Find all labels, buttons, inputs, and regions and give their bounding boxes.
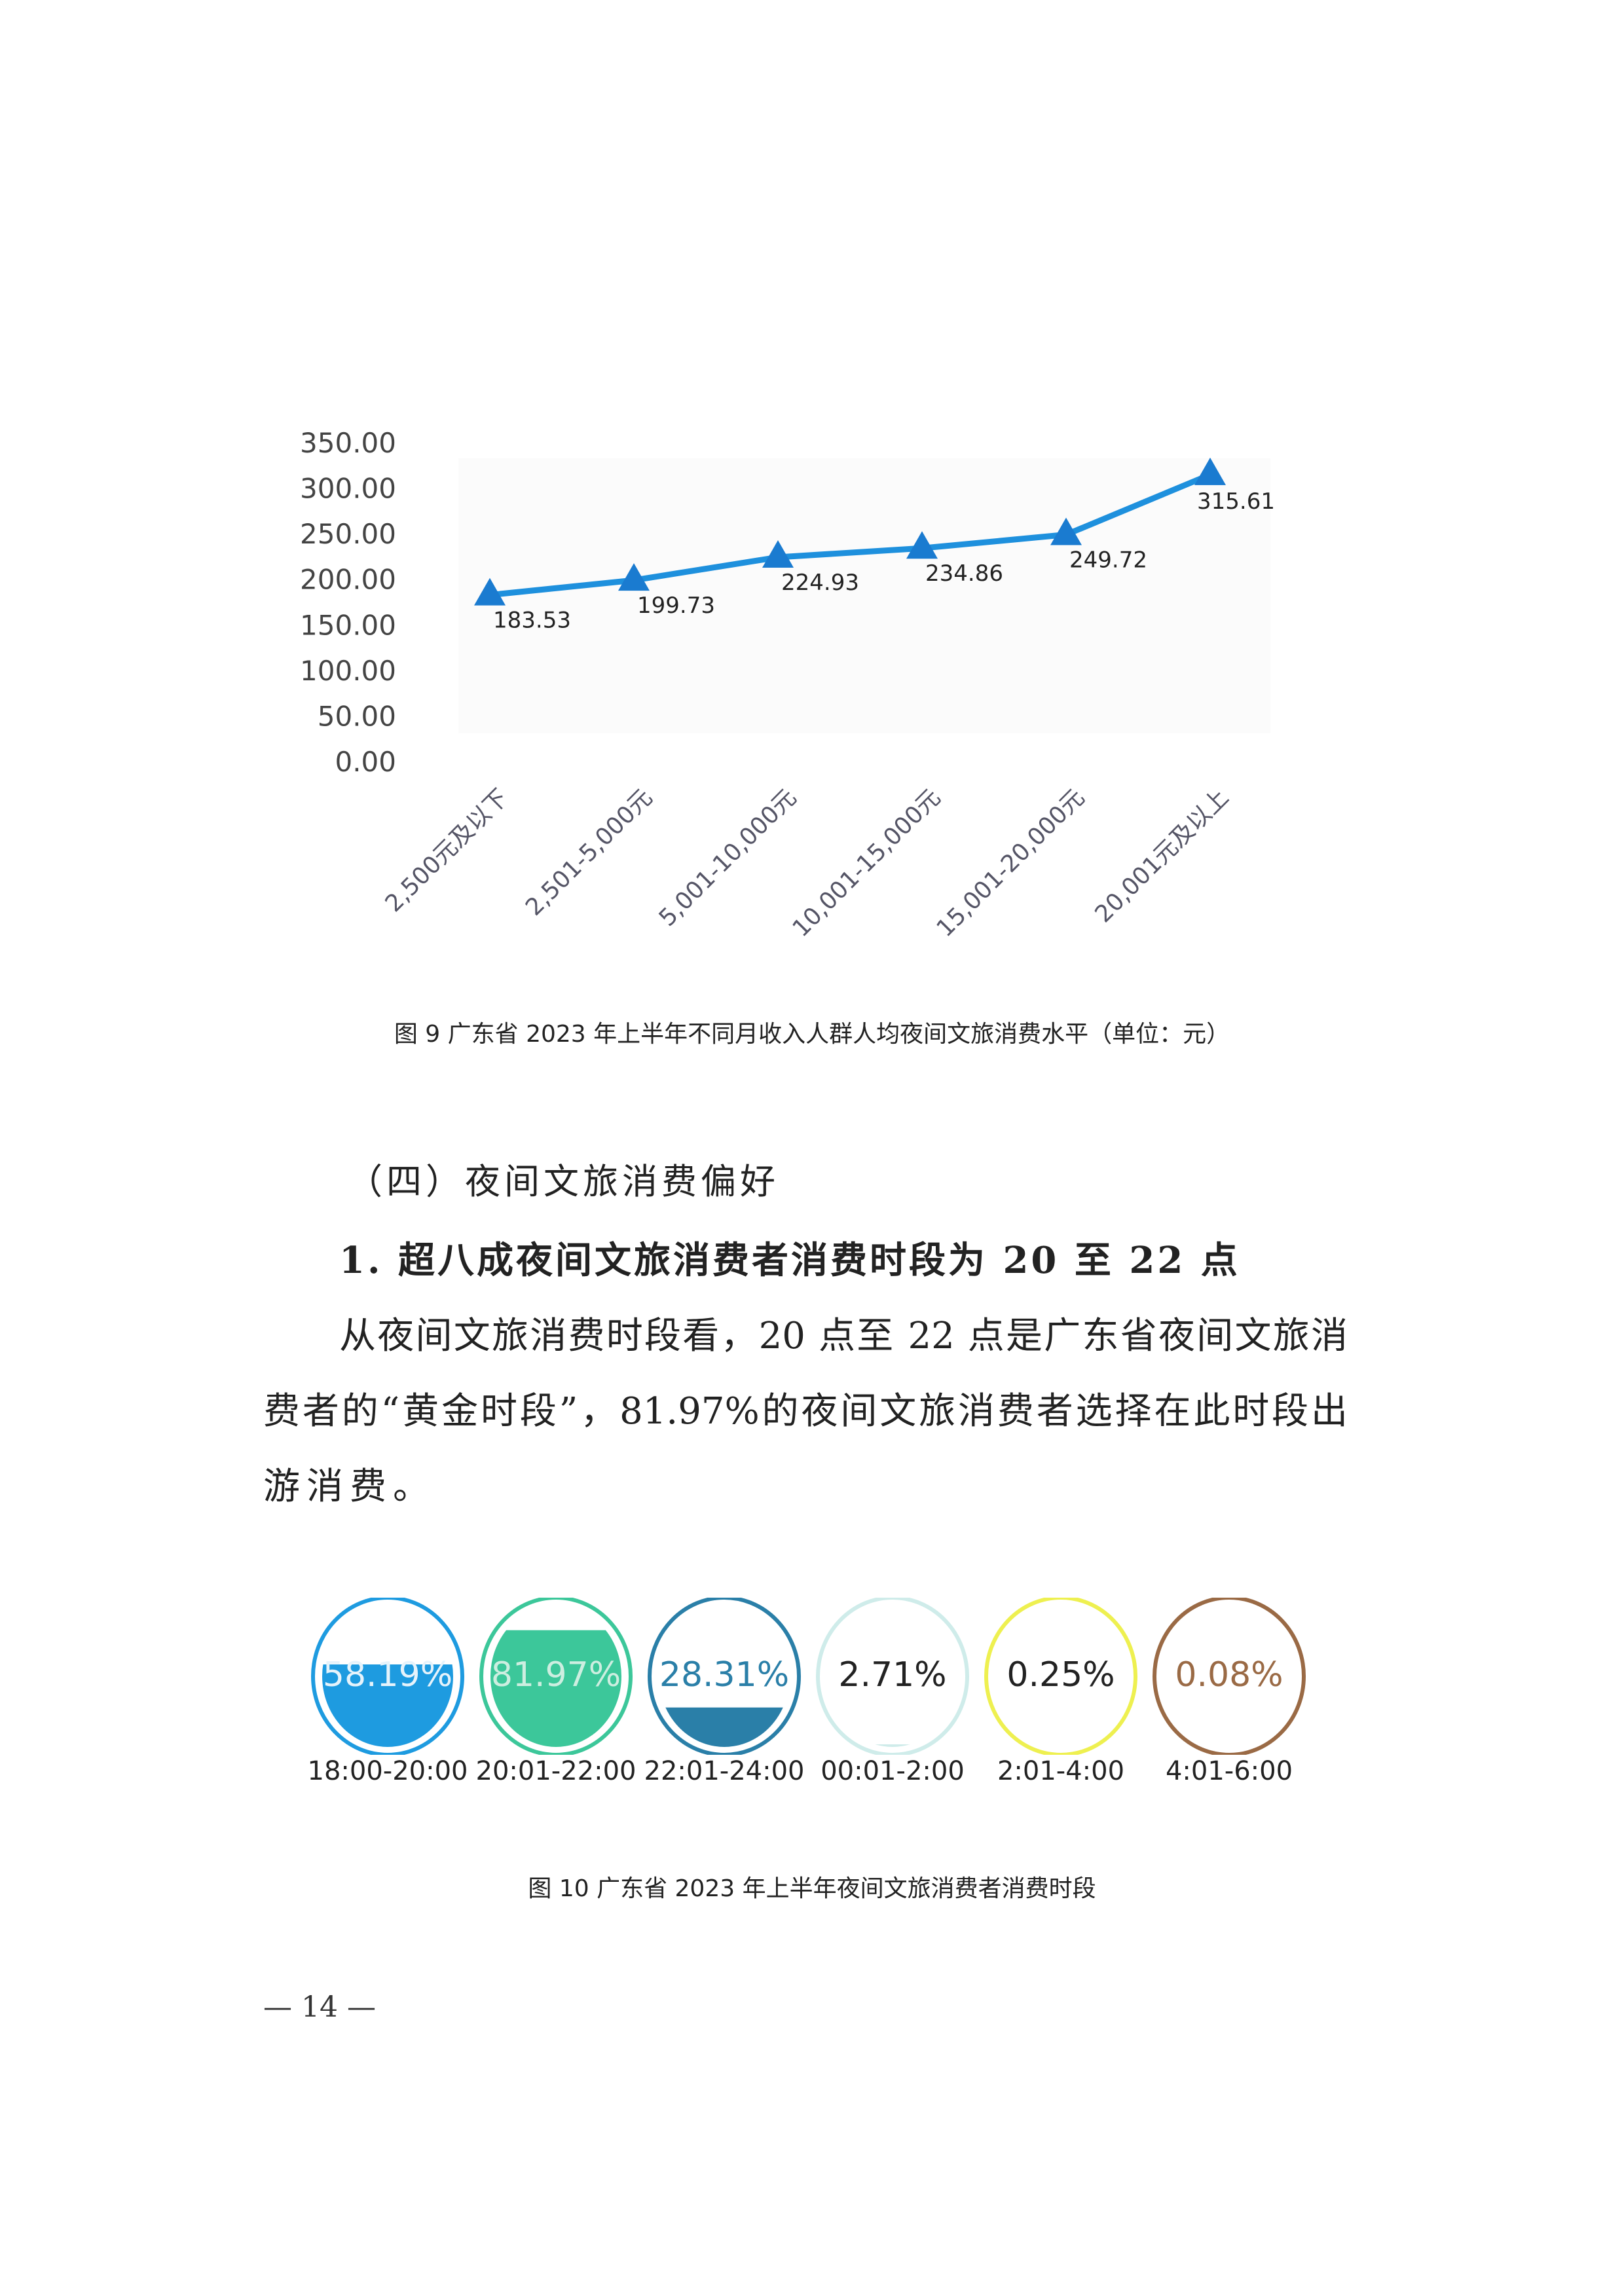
x-tick-label: 15,001-20,000元 xyxy=(932,784,1090,942)
data-point-marker xyxy=(1050,517,1082,545)
y-tick-label: 250.00 xyxy=(300,518,396,550)
y-tick-label: 300.00 xyxy=(300,473,396,505)
series-line xyxy=(489,471,1211,598)
y-tick-label: 150.00 xyxy=(300,609,396,641)
gauge-circle: 58.19% xyxy=(311,1596,464,1757)
gauge-4:01-6:00: 0.08% xyxy=(1152,1596,1306,1757)
gauge-time-label: 20:01-22:00 xyxy=(475,1756,637,1786)
gauge-circle: 0.25% xyxy=(984,1596,1137,1757)
gauge-time-label: 18:00-20:00 xyxy=(307,1756,468,1786)
data-label: 234.86 xyxy=(925,560,1003,587)
x-tick-label: 10,001-15,000元 xyxy=(788,784,946,942)
body-line-3: 游消费。 xyxy=(263,1465,436,1508)
x-tick-label: 5,001-10,000元 xyxy=(654,784,802,932)
gauge-value: 58.19% xyxy=(323,1655,452,1695)
data-point-marker xyxy=(906,531,938,559)
x-tick-label: 20,001元及以上 xyxy=(1090,784,1234,928)
data-point-marker xyxy=(474,578,506,606)
gauge-time-label: 22:01-24:00 xyxy=(644,1756,805,1786)
figure-10-caption: 图 10 广东省 2023 年上半年夜间文旅消费者消费时段 xyxy=(528,1875,1096,1902)
gauge-time-label: 2:01-4:00 xyxy=(997,1756,1125,1786)
data-label: 183.53 xyxy=(493,608,571,634)
gauge-18:00-20:00: 58.19% xyxy=(310,1596,465,1757)
data-point-marker xyxy=(1194,457,1226,485)
y-tick-label: 0.00 xyxy=(335,746,396,778)
y-tick-label: 100.00 xyxy=(300,655,396,687)
data-label: 224.93 xyxy=(781,570,859,596)
gauge-circle: 28.31% xyxy=(648,1596,801,1757)
gauge-circle: 0.08% xyxy=(1153,1596,1306,1757)
gauge-value: 0.25% xyxy=(1006,1655,1115,1695)
body-line-2: 费者的“黄金时段”，81.97%的夜间文旅消费者选择在此时段出 xyxy=(263,1390,1348,1433)
x-tick-label: 2,500元及以下 xyxy=(380,784,514,917)
gauge-value: 0.08% xyxy=(1175,1655,1283,1695)
gauge-20:01-22:00: 81.97% xyxy=(479,1596,633,1757)
data-label: 199.73 xyxy=(637,593,715,619)
y-tick-label: 50.00 xyxy=(318,700,396,732)
gauge-2:01-4:00: 0.25% xyxy=(984,1596,1138,1757)
gauge-fill xyxy=(490,1630,621,1747)
gauge-circle: 81.97% xyxy=(479,1596,633,1757)
gauge-22:01-24:00: 28.31% xyxy=(647,1596,802,1757)
data-label: 315.61 xyxy=(1197,488,1275,515)
data-point-marker xyxy=(618,563,650,591)
gauge-00:01-2:00: 2.71% xyxy=(815,1596,970,1757)
gauge-circle: 2.71% xyxy=(816,1596,969,1757)
section-heading: （四）夜间文旅消费偏好 xyxy=(347,1161,779,1202)
gauge-value: 81.97% xyxy=(491,1655,621,1695)
gauge-value: 28.31% xyxy=(659,1655,789,1695)
y-tick-label: 350.00 xyxy=(300,427,396,459)
gauge-fill xyxy=(827,1744,958,1747)
income-consumption-line-chart: 0.00 50.00 100.00 150.00 200.00 250.00 300.00 3… xyxy=(300,427,1275,942)
body-line-1: 从夜间文旅消费时段看，20 点至 22 点是广东省夜间文旅消 xyxy=(339,1315,1348,1357)
data-point-marker xyxy=(762,540,794,568)
gauge-time-label: 00:01-2:00 xyxy=(821,1756,965,1786)
gauge-time-label: 4:01-6:00 xyxy=(1165,1756,1293,1786)
page-number: — 14 — xyxy=(263,1991,376,2024)
y-tick-label: 200.00 xyxy=(300,564,396,596)
data-label: 249.72 xyxy=(1069,547,1147,574)
subsection-heading: 1. 超八成夜间文旅消费者消费时段为 20 至 22 点 xyxy=(339,1239,1240,1282)
x-tick-label: 2,501-5,000元 xyxy=(521,784,657,921)
figure-9-caption: 图 9 广东省 2023 年上半年不同月收入人群人均夜间文旅消费水平（单位：元） xyxy=(394,1021,1230,1048)
gauge-value: 2.71% xyxy=(838,1655,946,1695)
